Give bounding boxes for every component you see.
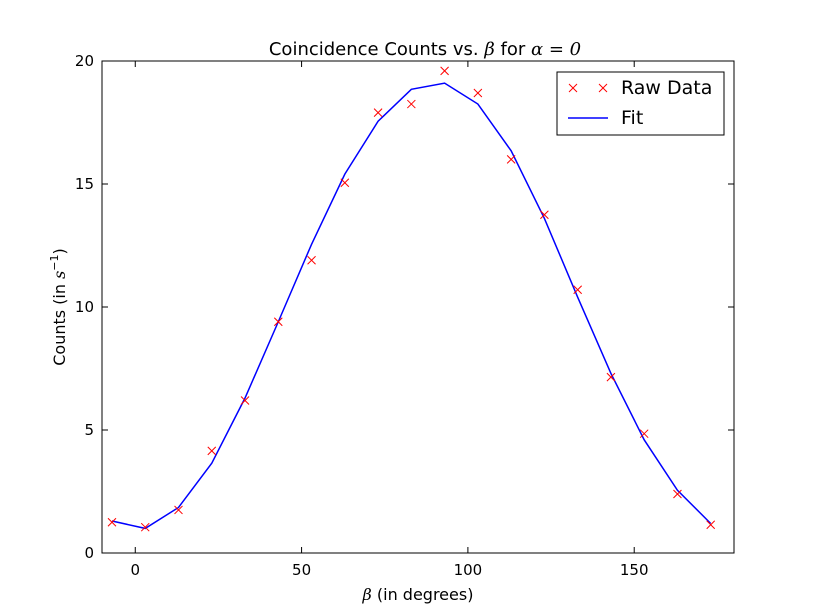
legend: Raw Data Fit <box>556 71 725 136</box>
raw-data-point <box>107 517 117 527</box>
raw-data-point <box>606 372 616 382</box>
raw-data-point <box>706 520 716 530</box>
raw-data-point <box>506 155 516 164</box>
raw-data-point <box>673 489 682 499</box>
raw-data-point <box>240 396 250 405</box>
raw-data-point <box>440 66 449 76</box>
y-tick-label: 20 <box>75 52 94 70</box>
raw-data-point <box>307 255 316 265</box>
raw-data-point <box>473 88 483 98</box>
raw-data-point <box>340 178 350 188</box>
y-tick-label: 0 <box>84 544 94 562</box>
raw-data-point <box>639 429 649 439</box>
y-tick-label: 5 <box>84 421 94 439</box>
legend-raw-data-marker <box>568 83 608 93</box>
axes-frame <box>101 60 735 554</box>
legend-fit-label: Fit <box>621 107 643 129</box>
raw-data-point <box>573 285 583 295</box>
y-tick-label: 15 <box>75 175 94 193</box>
ticks-layer: 0 50 100 150 0 5 10 15 20 <box>75 52 734 579</box>
x-axis-label: β (in degrees) <box>362 585 474 604</box>
raw-data-point <box>140 522 150 532</box>
raw-data-point <box>373 108 383 118</box>
raw-data-point <box>174 505 183 515</box>
x-tick-label: 150 <box>620 561 649 579</box>
fit-line <box>111 82 712 530</box>
y-axis-label: Counts (in s−1) <box>48 248 69 366</box>
chart-title: Coincidence Counts vs. β for α = 0 <box>269 39 581 60</box>
legend-raw-data-label: Raw Data <box>621 77 712 99</box>
raw-data-point <box>207 446 217 456</box>
x-tick-label: 0 <box>130 561 140 579</box>
legend-box <box>556 71 725 136</box>
y-tick-label: 10 <box>75 298 94 316</box>
plot-area <box>107 66 716 532</box>
raw-data-point <box>406 99 416 109</box>
raw-data-point <box>540 210 549 220</box>
x-tick-label: 50 <box>292 561 311 579</box>
raw-data-point <box>273 317 283 327</box>
x-tick-label: 100 <box>454 561 483 579</box>
